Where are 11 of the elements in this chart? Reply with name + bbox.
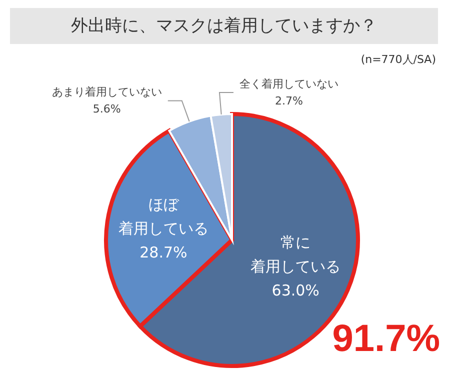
slice-label: 全く着用していない xyxy=(239,77,338,90)
slice-label: あまり着用していない xyxy=(52,86,162,99)
slice-label: 常に着用している xyxy=(250,233,341,276)
data-label: 5.6% xyxy=(92,102,121,116)
data-label: 2.7% xyxy=(274,94,303,108)
data-label: 28.7% xyxy=(140,244,188,262)
text: 91.7% xyxy=(332,318,440,361)
data-label: 63.0% xyxy=(272,281,320,300)
chart-title: 外出時に、マスクは着用していますか？ xyxy=(10,8,438,44)
slice-label: ほぼ着用している xyxy=(118,196,208,238)
text: (n=770人/SA) xyxy=(360,52,436,67)
